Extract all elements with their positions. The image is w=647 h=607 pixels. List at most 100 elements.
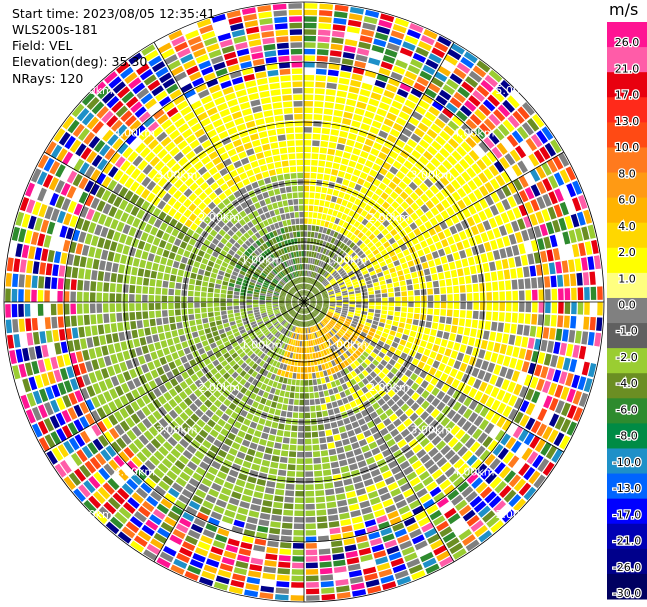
velocity-gate (377, 398, 386, 407)
velocity-gate (248, 267, 255, 273)
velocity-gate (476, 222, 486, 233)
velocity-gate (273, 345, 278, 352)
velocity-gate (149, 514, 162, 526)
velocity-gate (492, 281, 499, 291)
velocity-gate (140, 188, 151, 199)
velocity-gate (233, 567, 248, 576)
velocity-gate (525, 402, 536, 416)
velocity-gate (57, 443, 69, 458)
velocity-gate (438, 346, 446, 355)
velocity-gate (403, 329, 410, 336)
velocity-gate (177, 365, 186, 374)
velocity-gate (305, 327, 308, 334)
velocity-gate (348, 309, 355, 313)
velocity-gate (494, 214, 504, 226)
velocity-gate (435, 241, 443, 250)
velocity-gate (340, 272, 347, 277)
velocity-gate (489, 331, 497, 342)
velocity-gate (331, 270, 337, 276)
velocity-gate (418, 421, 428, 432)
velocity-gate (190, 523, 204, 534)
velocity-gate (81, 244, 90, 256)
velocity-gate (390, 367, 399, 375)
velocity-gate (83, 292, 90, 302)
velocity-gate (302, 334, 304, 340)
velocity-gate (368, 531, 381, 540)
velocity-gate (215, 534, 228, 543)
velocity-gate (375, 344, 383, 351)
velocity-gate (138, 111, 151, 123)
velocity-gate (53, 251, 62, 264)
velocity-gate (206, 450, 216, 460)
velocity-gate (341, 118, 352, 126)
velocity-gate (347, 563, 361, 572)
velocity-gate (102, 129, 114, 142)
velocity-gate (359, 88, 371, 97)
velocity-gate (342, 304, 349, 307)
velocity-gate (261, 506, 272, 514)
velocity-gate (457, 481, 470, 493)
velocity-gate (240, 305, 246, 309)
velocity-gate (256, 341, 263, 348)
velocity-gate (333, 326, 339, 332)
velocity-gate (243, 381, 251, 389)
velocity-gate (327, 332, 332, 338)
velocity-gate (433, 491, 446, 503)
velocity-gate (45, 263, 53, 276)
velocity-gate (328, 310, 334, 314)
velocity-gate (202, 318, 209, 324)
velocity-gate (272, 297, 279, 300)
velocity-gate (172, 528, 186, 540)
velocity-gate (523, 266, 530, 278)
velocity-gate (355, 412, 363, 420)
velocity-gate (337, 84, 349, 92)
velocity-gate (304, 308, 306, 314)
velocity-gate (217, 418, 226, 427)
velocity-gate (331, 169, 339, 176)
velocity-gate (244, 589, 259, 598)
velocity-gate (363, 325, 370, 331)
velocity-gate (310, 238, 314, 244)
velocity-gate (150, 270, 158, 279)
velocity-gate (564, 302, 571, 314)
velocity-gate (369, 302, 375, 306)
velocity-gate (353, 522, 365, 531)
velocity-gate (153, 422, 164, 433)
velocity-gate (258, 472, 268, 480)
velocity-gate (175, 523, 189, 534)
velocity-gate (348, 288, 354, 293)
velocity-gate (493, 500, 507, 513)
velocity-gate (425, 404, 435, 414)
velocity-gate (152, 262, 159, 271)
velocity-gate (331, 467, 341, 475)
velocity-gate (330, 540, 343, 548)
velocity-gate (316, 411, 323, 418)
velocity-gate (160, 340, 168, 348)
velocity-gate (342, 438, 350, 446)
velocity-gate (295, 320, 298, 326)
velocity-gate (392, 144, 402, 154)
velocity-gate (293, 296, 299, 300)
velocity-gate (460, 293, 466, 301)
velocity-gate (498, 280, 505, 291)
velocity-gate (440, 287, 447, 294)
velocity-gate (119, 233, 127, 244)
velocity-gate (396, 575, 412, 586)
velocity-gate (34, 374, 44, 389)
velocity-gate (396, 155, 406, 165)
velocity-gate (475, 481, 488, 494)
velocity-gate (397, 439, 407, 448)
velocity-gate (150, 369, 159, 379)
velocity-gate (265, 257, 271, 264)
velocity-gate (96, 407, 107, 419)
velocity-gate (205, 265, 213, 272)
velocity-gate (305, 490, 315, 497)
velocity-gate (297, 451, 304, 458)
velocity-gate (546, 159, 558, 173)
velocity-gate (468, 412, 479, 423)
velocity-gate (440, 373, 449, 382)
velocity-gate (201, 312, 208, 319)
velocity-gate (273, 501, 283, 509)
velocity-gate (128, 442, 140, 454)
velocity-gate (426, 394, 435, 403)
